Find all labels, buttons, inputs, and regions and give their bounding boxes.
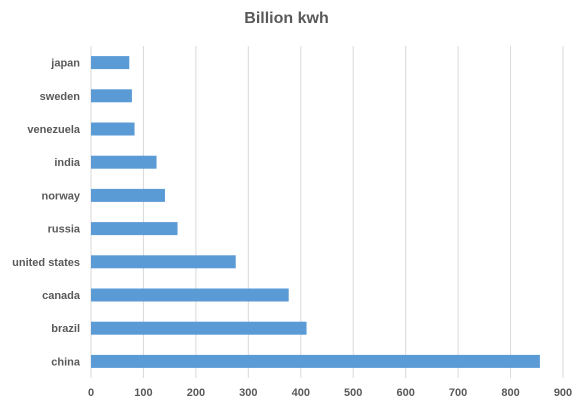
bar-norway — [91, 188, 165, 202]
bar-india — [91, 155, 157, 169]
bar-sweden — [91, 89, 132, 103]
bar-united-states — [91, 255, 236, 269]
bar-japan — [91, 56, 130, 70]
category-label-russia: russia — [48, 224, 81, 236]
x-tick-label: 100 — [134, 387, 152, 399]
category-label-japan: japan — [50, 58, 80, 70]
x-tick-label: 300 — [239, 387, 257, 399]
category-label-sweden: sweden — [40, 91, 81, 103]
bar-china — [91, 354, 540, 368]
category-labels: japan sweden venezuela india norway russia uni… — [12, 58, 81, 369]
bar-brazil — [91, 321, 307, 335]
category-label-india: india — [54, 157, 81, 169]
bar-canada — [91, 288, 289, 302]
category-label-norway: norway — [41, 190, 80, 202]
category-label-venezuela: venezuela — [27, 124, 80, 136]
x-tick-label: 700 — [449, 387, 467, 399]
bars — [91, 56, 540, 368]
x-tick-label: 0 — [88, 387, 94, 399]
bar-venezuela — [91, 122, 135, 136]
chart-title: Billion kwh — [244, 10, 329, 27]
x-tick-label: 800 — [501, 387, 519, 399]
category-label-united-states: united states — [12, 257, 80, 269]
x-tick-label: 200 — [187, 387, 205, 399]
x-tick-labels: 0 100 200 300 400 500 600 700 800 900 — [88, 387, 572, 399]
bar-russia — [91, 222, 178, 236]
x-tick-label: 400 — [292, 387, 310, 399]
x-tick-label: 500 — [344, 387, 362, 399]
x-tick-label: 600 — [396, 387, 414, 399]
category-label-brazil: brazil — [51, 323, 80, 335]
category-label-china: china — [51, 356, 81, 368]
x-tick-label: 900 — [554, 387, 572, 399]
category-label-canada: canada — [42, 290, 81, 302]
